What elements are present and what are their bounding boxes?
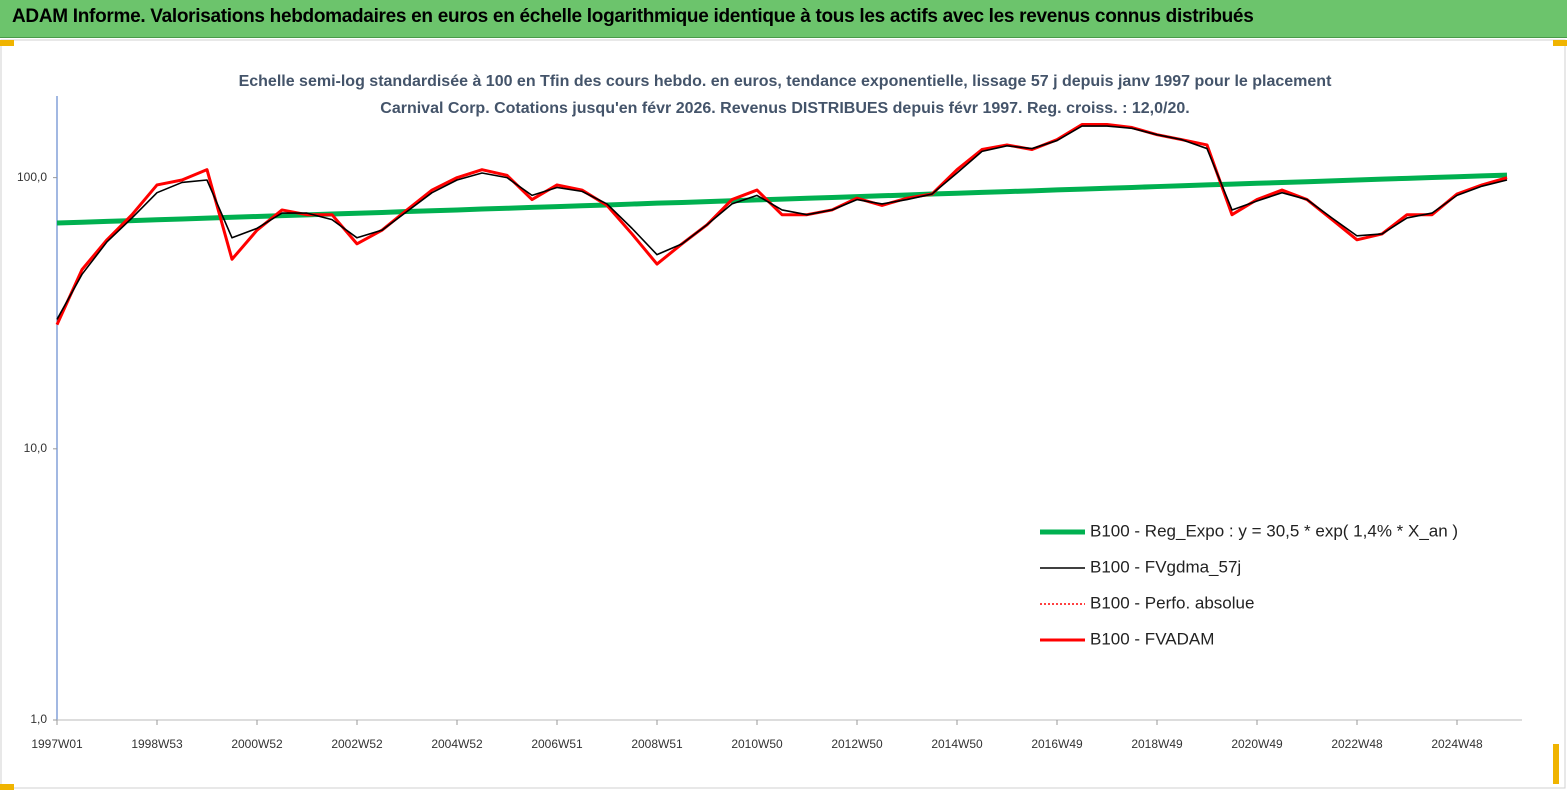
series-line xyxy=(56,172,1508,226)
x-tick-label: 2020W49 xyxy=(1231,737,1283,751)
corner xyxy=(1553,40,1567,46)
x-tick-label: 2004W52 xyxy=(431,737,483,751)
subtitle: Echelle semi-log standardisée à 100 en T… xyxy=(238,73,1332,117)
x-tick-label: 1997W01 xyxy=(31,737,83,751)
x-tick-label: 2010W50 xyxy=(731,737,783,751)
title: ADAM Informe. Valorisations hebdomadaire… xyxy=(12,6,1254,27)
corner xyxy=(1553,744,1559,784)
x-tick-label: 2014W50 xyxy=(931,737,983,751)
x-tick-label: 2018W49 xyxy=(1131,737,1183,751)
y-tick-label: 1,0 xyxy=(30,712,47,726)
series-line xyxy=(55,123,1508,326)
y-tick-label: 100,0 xyxy=(17,170,47,184)
x-tick-label: 2022W48 xyxy=(1331,737,1383,751)
legend-label: B100 - Perfo. absolue xyxy=(1090,593,1254,612)
x-tick-label: 2008W51 xyxy=(631,737,683,751)
corner xyxy=(0,40,14,46)
y-tick-label: 10,0 xyxy=(24,441,48,455)
corner xyxy=(0,784,14,790)
x-tick-label: 2016W49 xyxy=(1031,737,1083,751)
x-tick-label: 2000W52 xyxy=(231,737,283,751)
series-line xyxy=(56,125,1508,320)
banner: ADAM Informe. Valorisations hebdomadaire… xyxy=(0,0,1567,38)
series-line xyxy=(56,123,1508,325)
legend-label: B100 - FVADAM xyxy=(1090,629,1214,648)
x-tick-label: 2012W50 xyxy=(831,737,883,751)
x-tick-label: 2006W51 xyxy=(531,737,583,751)
x-tick-label: 2002W52 xyxy=(331,737,383,751)
chart-frame xyxy=(0,39,1566,789)
x-tick-label: 2024W48 xyxy=(1431,737,1483,751)
legend-label: B100 - Reg_Expo : y = 30,5 * exp( 1,4% *… xyxy=(1090,521,1458,540)
x-tick-label: 1998W53 xyxy=(131,737,183,751)
legend-label: B100 - FVgdma_57j xyxy=(1090,557,1241,576)
